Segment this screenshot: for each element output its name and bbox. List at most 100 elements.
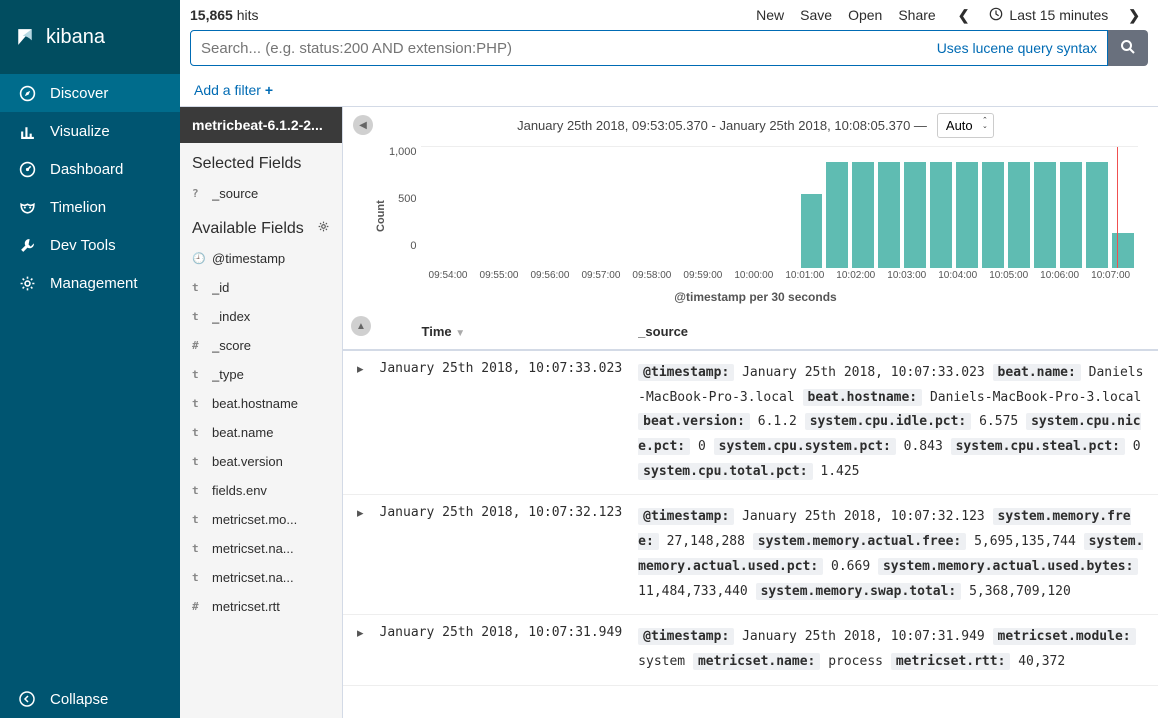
- nav-label: Management: [50, 275, 138, 292]
- field-item[interactable]: tmetricset.mo...: [180, 505, 342, 534]
- search-button[interactable]: [1108, 30, 1148, 66]
- source-field-label: beat.hostname:: [803, 389, 923, 406]
- search-bar: Uses lucene query syntax: [180, 30, 1158, 74]
- collapse-fields-icon[interactable]: ◀: [353, 115, 373, 135]
- histogram-area: ◀ January 25th 2018, 09:53:05.370 - Janu…: [343, 107, 1158, 314]
- gear-icon: [18, 274, 36, 292]
- histogram-bar[interactable]: [956, 162, 978, 268]
- field-item[interactable]: ?_source: [180, 179, 342, 208]
- collapse-icon: [18, 690, 36, 708]
- field-type-icon: #: [192, 600, 204, 613]
- field-item[interactable]: 🕘@timestamp: [180, 244, 342, 273]
- source-field-label: system.cpu.total.pct:: [638, 463, 812, 480]
- field-item[interactable]: t _type: [180, 360, 342, 389]
- field-item[interactable]: t_index: [180, 302, 342, 331]
- save-button[interactable]: Save: [792, 7, 840, 23]
- source-field-label: system.cpu.idle.pct:: [805, 413, 972, 430]
- field-name: metricset.na...: [212, 541, 294, 556]
- interval-select[interactable]: Auto: [937, 113, 994, 138]
- search-box[interactable]: Uses lucene query syntax: [190, 30, 1108, 66]
- histogram-chart[interactable]: Count 1,0005000 09:54:0009:55:0009:56:00…: [373, 146, 1138, 286]
- histogram-bar[interactable]: [1008, 162, 1030, 268]
- nav-item-visualize[interactable]: Visualize: [0, 112, 180, 150]
- field-type-icon: t: [192, 513, 204, 526]
- field-type-icon: t: [192, 397, 204, 410]
- add-filter-button[interactable]: Add a filter +: [180, 74, 1158, 107]
- now-marker: [1117, 147, 1118, 268]
- column-time[interactable]: Time ▼: [372, 314, 631, 350]
- kibana-logo-icon: [16, 28, 34, 46]
- bar-chart-icon: [18, 122, 36, 140]
- expand-row-button[interactable]: ▸: [343, 350, 372, 495]
- nav-item-dashboard[interactable]: Dashboard: [0, 150, 180, 188]
- y-axis-label: Count: [373, 146, 389, 286]
- histogram-bar[interactable]: [1034, 162, 1056, 268]
- column-source[interactable]: _source: [630, 314, 1158, 350]
- source-field-label: metricset.rtt:: [891, 653, 1011, 670]
- histogram-bar[interactable]: [904, 162, 926, 268]
- field-name: metricset.rtt: [212, 599, 280, 614]
- field-type-icon: t: [192, 310, 204, 323]
- histogram-bar[interactable]: [878, 162, 900, 268]
- time-cell: January 25th 2018, 10:07:33.023: [372, 350, 631, 495]
- open-button[interactable]: Open: [840, 7, 890, 23]
- new-button[interactable]: New: [748, 7, 792, 23]
- field-name: beat.hostname: [212, 396, 298, 411]
- nav-label: Dev Tools: [50, 237, 116, 254]
- field-item[interactable]: t beat.hostname: [180, 389, 342, 418]
- field-type-icon: ?: [192, 187, 204, 200]
- histogram-bar[interactable]: [1060, 162, 1082, 268]
- field-item[interactable]: # metricset.rtt: [180, 592, 342, 621]
- collapse-sidebar[interactable]: Collapse: [0, 680, 180, 718]
- expand-row-button[interactable]: ▸: [343, 615, 372, 685]
- mask-icon: [18, 198, 36, 216]
- field-name: _id: [212, 280, 229, 295]
- time-range-label: January 25th 2018, 09:53:05.370 - Januar…: [517, 118, 927, 133]
- time-label: Last 15 minutes: [1009, 7, 1108, 23]
- source-field-label: beat.name:: [993, 364, 1081, 381]
- wrench-icon: [18, 236, 36, 254]
- histogram-bar[interactable]: [930, 162, 952, 268]
- nav-item-management[interactable]: Management: [0, 264, 180, 302]
- time-picker[interactable]: Last 15 minutes: [983, 7, 1114, 24]
- logo[interactable]: kibana: [0, 0, 180, 74]
- search-input[interactable]: [201, 40, 929, 57]
- time-prev-button[interactable]: ❮: [950, 7, 978, 24]
- x-axis-label: @timestamp per 30 seconds: [373, 286, 1138, 304]
- field-item[interactable]: tfields.env: [180, 476, 342, 505]
- compass-icon: [18, 84, 36, 102]
- gear-icon[interactable]: [317, 220, 330, 238]
- index-pattern-selector[interactable]: metricbeat-6.1.2-2...: [180, 107, 342, 143]
- table-row: ▸January 25th 2018, 10:07:32.123@timesta…: [343, 495, 1158, 615]
- field-item[interactable]: #_score: [180, 331, 342, 360]
- histogram-bar[interactable]: [801, 194, 823, 268]
- field-type-icon: t: [192, 455, 204, 468]
- histogram-bar[interactable]: [1086, 162, 1108, 268]
- histogram-bar[interactable]: [826, 162, 848, 268]
- field-item[interactable]: tbeat.version: [180, 447, 342, 476]
- nav-item-timelion[interactable]: Timelion: [0, 188, 180, 226]
- source-cell: @timestamp: January 25th 2018, 10:07:31.…: [630, 615, 1158, 685]
- time-next-button[interactable]: ❯: [1120, 7, 1148, 24]
- field-name: _type: [212, 367, 244, 382]
- field-type-icon: t: [192, 368, 204, 381]
- histogram-bar[interactable]: [982, 162, 1004, 268]
- plus-icon: +: [265, 82, 273, 98]
- field-item[interactable]: tbeat.name: [180, 418, 342, 447]
- nav-item-dev-tools[interactable]: Dev Tools: [0, 226, 180, 264]
- field-item[interactable]: t_id: [180, 273, 342, 302]
- lucene-hint[interactable]: Uses lucene query syntax: [929, 40, 1097, 56]
- nav-label: Dashboard: [50, 161, 123, 178]
- field-name: metricset.na...: [212, 570, 294, 585]
- source-field-label: system.memory.actual.free:: [753, 533, 967, 550]
- histogram-bar[interactable]: [852, 162, 874, 268]
- nav-item-discover[interactable]: Discover: [0, 74, 180, 112]
- field-type-icon: t: [192, 426, 204, 439]
- expand-row-button[interactable]: ▸: [343, 495, 372, 615]
- histogram-bar[interactable]: [1112, 233, 1134, 268]
- collapse-histogram-icon[interactable]: ▲: [351, 316, 371, 336]
- source-field-label: system.cpu.system.pct:: [714, 438, 896, 455]
- field-item[interactable]: tmetricset.na...: [180, 534, 342, 563]
- share-button[interactable]: Share: [890, 7, 943, 23]
- field-item[interactable]: tmetricset.na...: [180, 563, 342, 592]
